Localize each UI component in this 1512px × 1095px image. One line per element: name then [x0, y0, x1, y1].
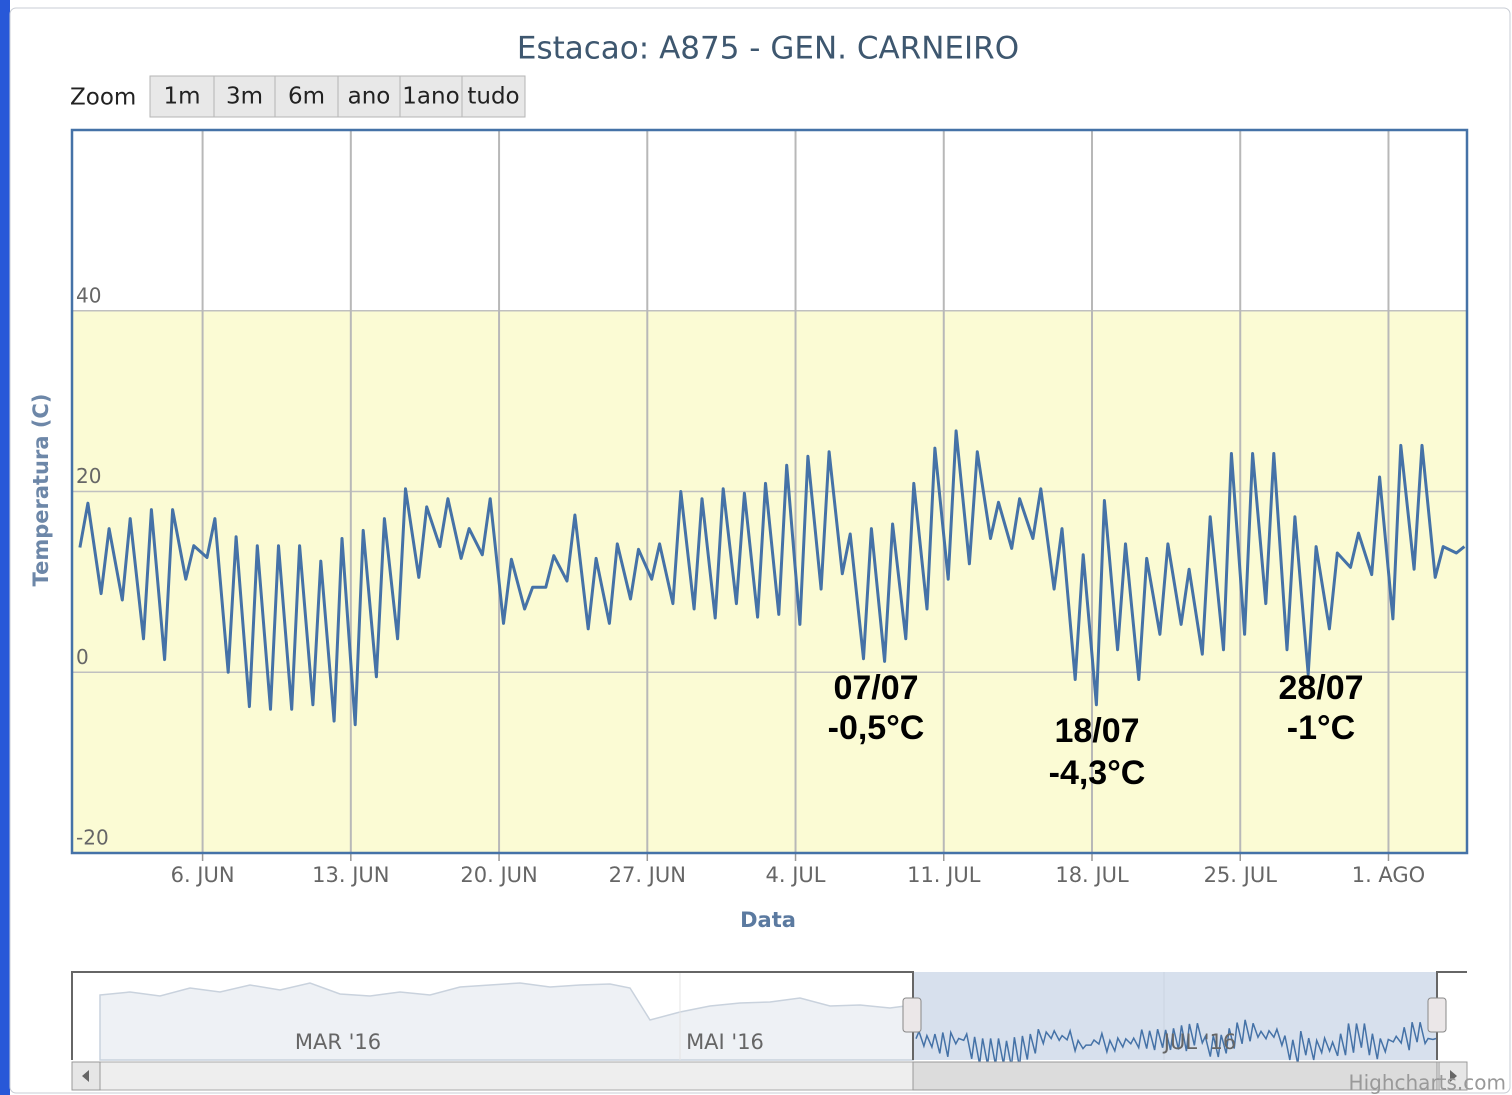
x-tick-label: 27. JUN: [609, 863, 686, 887]
y-tick-label: 20: [76, 464, 101, 488]
zoom-button-bg: [399, 75, 463, 118]
chart-title: Estacao: A875 - GEN. CARNEIRO: [517, 31, 1019, 67]
zoom-button[interactable]: 3m: [213, 75, 276, 118]
navigator-handle[interactable]: [902, 997, 922, 1033]
plot-band: [72, 310, 1467, 853]
x-tick-label: 20. JUN: [460, 863, 537, 887]
annotation: 18/07: [1054, 712, 1139, 750]
scroll-left-arrow: [82, 1070, 89, 1082]
x-tick-label: 18. JUL: [1055, 863, 1129, 887]
annotation: -4,3°C: [1049, 754, 1146, 792]
annotation: 07/07: [833, 669, 918, 707]
x-tick-label: 4. JUL: [766, 863, 826, 887]
navigator-line: [915, 1019, 1437, 1068]
scroll-right-arrow: [1450, 1070, 1457, 1082]
zoom-button[interactable]: 1m: [149, 75, 215, 118]
zoom-button-label: 6m: [288, 84, 325, 110]
navigator-handle[interactable]: [1427, 997, 1447, 1033]
annotation: 28/07: [1278, 669, 1363, 707]
zoom-button-label: tudo: [467, 84, 519, 110]
plot-border: [70, 128, 1469, 855]
zoom-button-bg: [213, 75, 276, 118]
credits[interactable]: Highcharts.com: [1349, 1071, 1506, 1095]
navigator-label: JUL '16: [1162, 1030, 1236, 1054]
x-tick-label: 1. AGO: [1352, 863, 1426, 887]
zoom-label: Zoom: [70, 85, 136, 111]
navigator-label: MAI '16: [686, 1030, 764, 1054]
y-tick-label: 40: [76, 283, 101, 307]
zoom-button-bg: [337, 75, 401, 118]
zoom-button[interactable]: ano: [337, 75, 401, 118]
zoom-button[interactable]: 1ano: [399, 75, 463, 118]
zoom-button-label: 1m: [163, 84, 200, 110]
zoom-button-bg: [274, 75, 339, 118]
series-line: [78, 429, 1466, 727]
annotation: -1°C: [1287, 709, 1355, 747]
zoom-button[interactable]: 6m: [274, 75, 339, 118]
annotation: -0,5°C: [828, 709, 925, 747]
scrollbar-thumb[interactable]: [912, 1061, 1438, 1091]
zoom-button[interactable]: tudo: [461, 75, 526, 118]
x-axis-title: Data: [740, 908, 796, 932]
x-tick-label: 6. JUN: [171, 863, 235, 887]
y-axis-title: Temperatura (C): [29, 394, 53, 587]
zoom-button-label: 3m: [226, 84, 263, 110]
navigator-label: MAR '16: [295, 1030, 381, 1054]
zoom-button-bg: [461, 75, 526, 118]
window-edge: [0, 0, 10, 1095]
zoom-button-label: 1ano: [402, 84, 459, 110]
x-tick-label: 25. JUL: [1204, 863, 1278, 887]
navigator: MAR '16 MAI '16 JUL '16 Highcharts.com: [71, 971, 1506, 1095]
x-tick-label: 13. JUN: [312, 863, 389, 887]
y-tick-label: 0: [76, 645, 89, 669]
y-tick-label: -20: [76, 826, 109, 850]
x-tick-label: 11. JUL: [907, 863, 981, 887]
navigator-history: [99, 982, 914, 1061]
zoom-button-label: ano: [348, 84, 391, 110]
zoom-button-bg: [149, 75, 215, 118]
